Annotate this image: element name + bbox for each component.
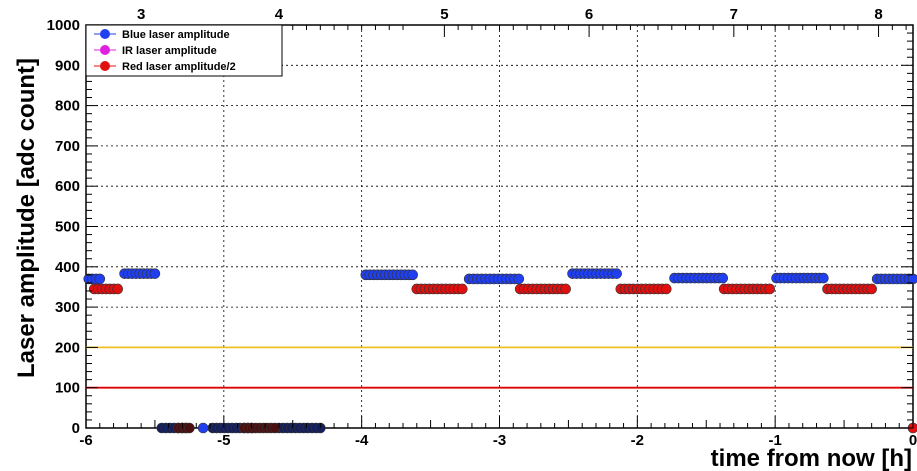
y-tick-label: 0 (72, 420, 80, 437)
grid (86, 25, 913, 428)
legend-box (85, 24, 283, 77)
legend-label: IR laser amplitude (122, 45, 217, 57)
data-point (560, 283, 571, 295)
y-tick-label: 800 (55, 98, 80, 115)
top-axis-tick-label: 7 (730, 6, 738, 23)
y-tick-label: 200 (55, 339, 80, 356)
legend-label: Blue laser amplitude (122, 29, 230, 41)
data-point (513, 273, 525, 285)
legend: Blue laser amplitude IR laser amplitude Re… (85, 24, 283, 77)
x-tick-label: 0 (909, 432, 917, 449)
top-axis-tick-label: 3 (137, 6, 145, 23)
x-tick-label: -4 (355, 432, 369, 449)
data-point (764, 283, 775, 295)
data-point (184, 422, 195, 434)
top-axis-tick-label: 6 (585, 6, 593, 23)
top-axis-tick-label: 8 (874, 6, 882, 23)
data-point (269, 422, 281, 434)
data-point (149, 268, 161, 279)
data-point (818, 272, 829, 284)
y-tick-label: 600 (55, 178, 80, 195)
y-tick-label: 100 (55, 380, 80, 397)
legend-marker (100, 61, 110, 71)
data-point (112, 283, 124, 295)
data-points (83, 268, 917, 434)
data-point (94, 273, 106, 285)
legend-label: Red laser amplitude/2 (122, 61, 236, 73)
x-tick-label: -2 (631, 432, 644, 449)
x-tick-label: -5 (217, 432, 230, 449)
reference-lines (86, 346, 913, 389)
y-tick-label: 300 (55, 299, 80, 316)
legend-marker (100, 29, 110, 39)
data-point (611, 268, 622, 279)
y-tick-label: 500 (55, 219, 80, 236)
y-tick-label: 1000 (47, 17, 80, 34)
data-point (717, 272, 729, 284)
x-tick-label: -6 (79, 432, 92, 449)
data-point (866, 283, 877, 295)
x-tick-label: -3 (493, 432, 506, 449)
x-axis-title: time from now [h] (711, 445, 912, 471)
data-point (456, 283, 468, 295)
y-tick-label: 700 (55, 138, 80, 155)
x-tick-label: -1 (768, 432, 781, 449)
axes: 0 100 200 300 400 500 600 700 800 900 1000 -6 -5 -4 -3… (47, 6, 917, 449)
data-point (407, 269, 418, 281)
top-axis-tick-label: 5 (440, 6, 448, 23)
data-point (660, 283, 672, 295)
y-axis-title: Laser amplitude [adc count] (13, 58, 40, 378)
y-tick-label: 400 (55, 259, 80, 276)
top-axis-tick-label: 4 (275, 6, 284, 23)
data-point (197, 422, 209, 434)
data-point (907, 273, 917, 285)
y-tick-label: 900 (55, 57, 80, 74)
legend-marker (100, 45, 110, 55)
